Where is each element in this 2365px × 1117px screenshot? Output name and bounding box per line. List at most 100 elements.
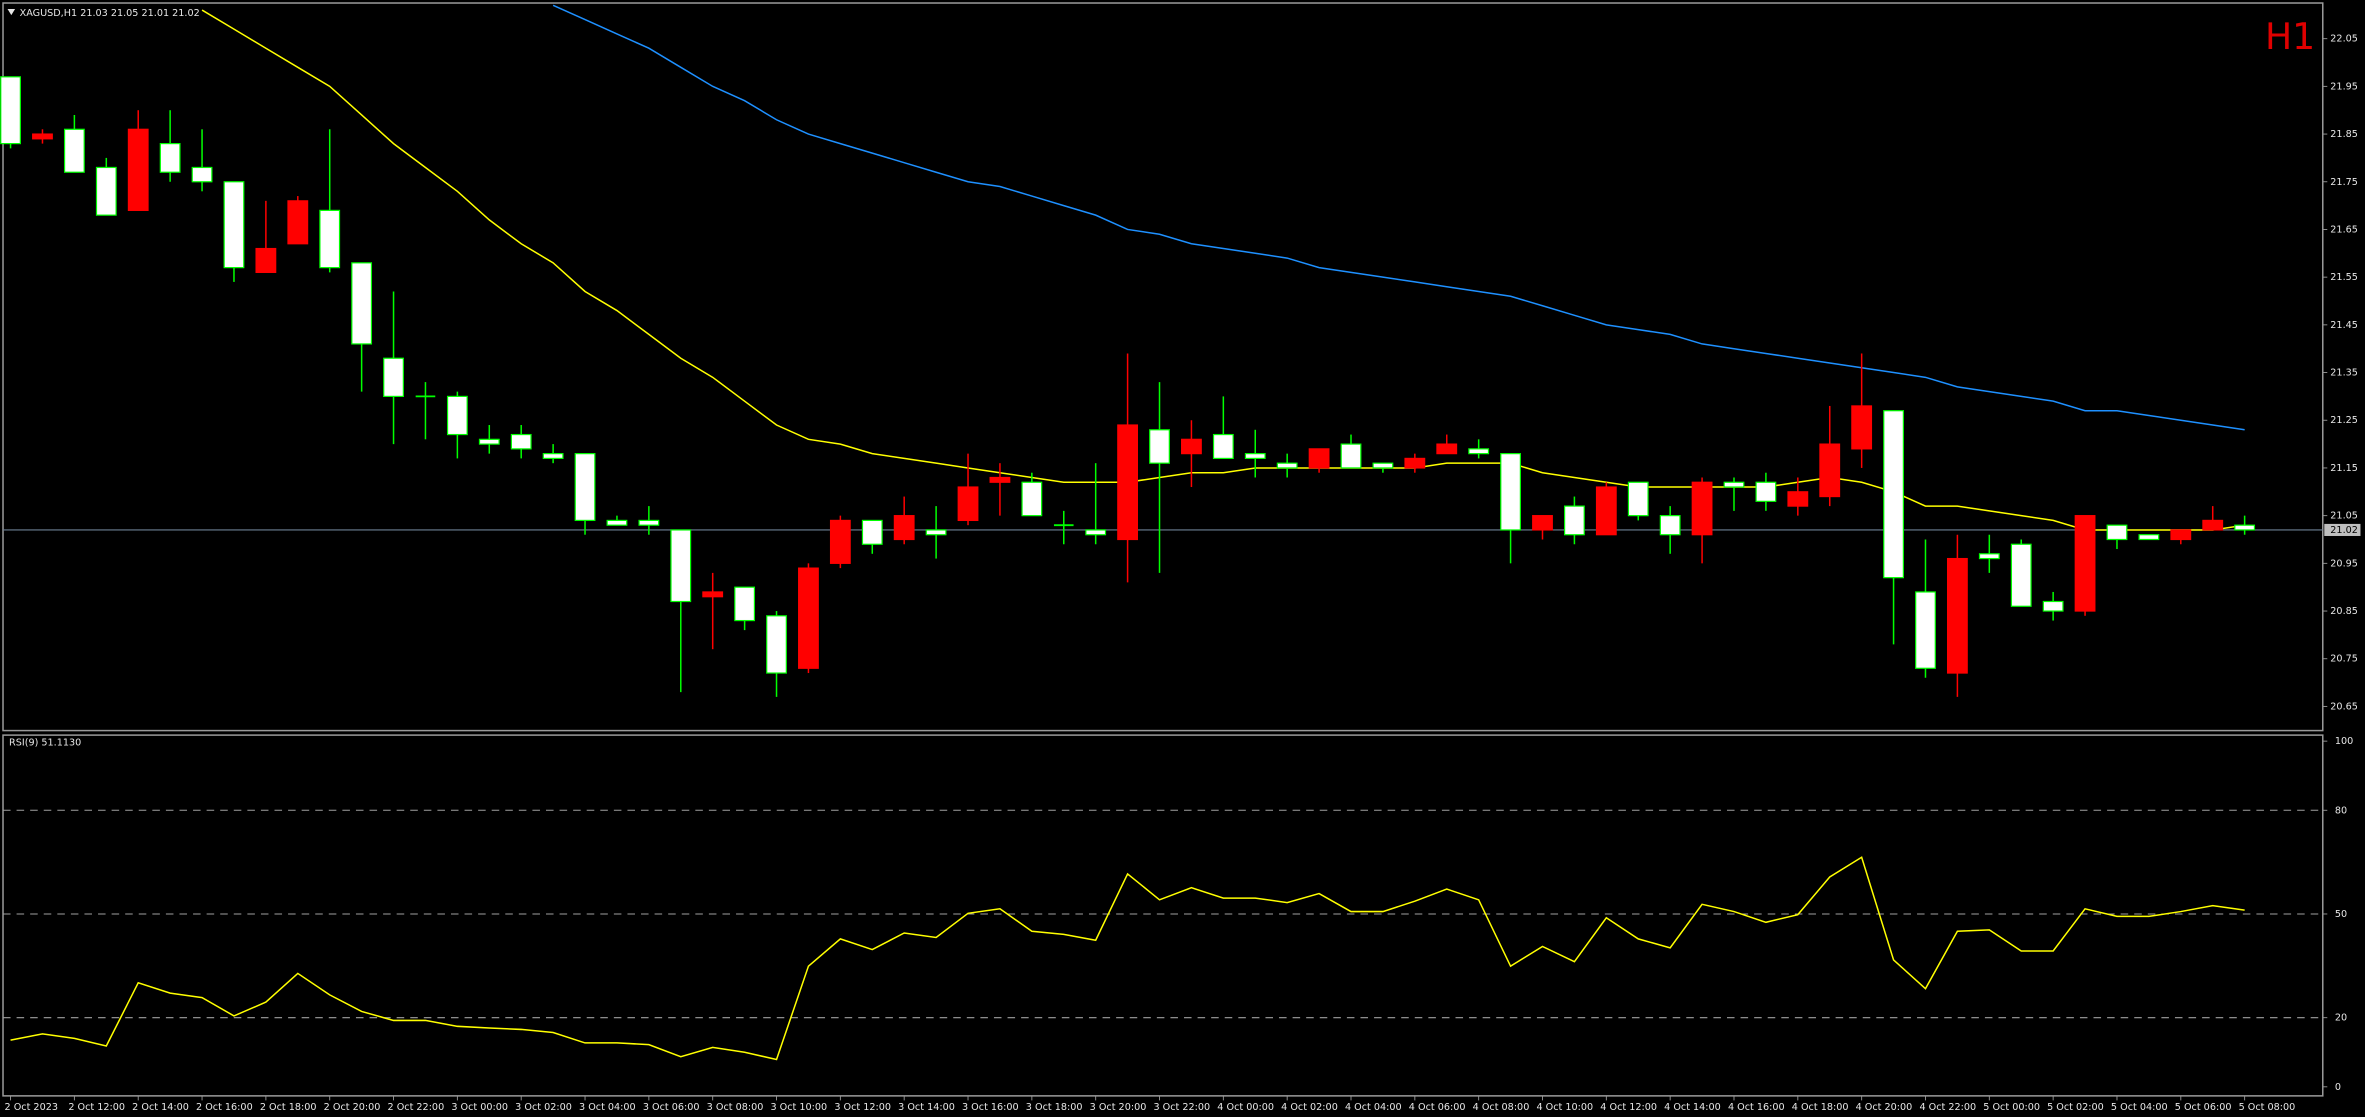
x-tick-label: 2 Oct 18:00 [260,1102,317,1113]
rsi-title: RSI(9) 51.1130 [9,738,81,749]
candle-body [702,591,724,598]
x-tick-label: 4 Oct 08:00 [1473,1102,1530,1113]
x-tick-label: 3 Oct 16:00 [962,1102,1019,1113]
candle-body [1627,481,1649,517]
x-tick-label: 3 Oct 06:00 [643,1102,700,1113]
candle-body [1340,443,1362,469]
x-tick-label: 2 Oct 16:00 [196,1102,253,1113]
x-tick-label: 5 Oct 06:00 [2175,1102,2232,1113]
candle-body [1244,453,1266,460]
y-tick-label: 21.85 [2330,129,2358,140]
candle-body [606,519,628,526]
chart-title: XAGUSD,H1 21.03 21.05 21.01 21.02 [20,8,200,19]
candle-body [1308,448,1330,469]
x-tick-label: 4 Oct 18:00 [1792,1102,1849,1113]
x-tick-label: 4 Oct 20:00 [1856,1102,1913,1113]
candle-body [0,76,21,145]
candle-body [989,476,1011,483]
x-tick-label: 5 Oct 04:00 [2111,1102,2168,1113]
x-tick-label: 4 Oct 06:00 [1409,1102,1466,1113]
candle-body [287,200,309,245]
y-tick-label: 20.95 [2330,558,2358,569]
candle-body [893,515,915,541]
candle-body [1212,433,1234,460]
candle-body [1372,462,1394,469]
candle-body [1021,481,1043,517]
candle-body [925,529,947,536]
candle-body [798,567,819,669]
candle-body [1468,448,1490,455]
candle-body [1500,453,1521,531]
x-tick-label: 4 Oct 16:00 [1728,1102,1785,1113]
candle-body [1978,553,2000,560]
y-tick-label: 20.65 [2330,701,2358,712]
x-tick-label: 5 Oct 02:00 [2047,1102,2104,1113]
candle-body [2010,543,2032,607]
x-tick-label: 4 Oct 04:00 [1345,1102,1402,1113]
candle-body [1595,486,1617,536]
candle-body [1659,515,1681,536]
rsi-pane-frame [2,734,2324,1097]
candle-body [1787,491,1809,507]
candle-body [191,166,213,183]
candle-body [32,133,53,140]
timeframe-label: H1 [2265,15,2315,58]
candle-body [1085,529,1107,536]
candle-body [2170,529,2192,541]
candle-body [1723,481,1745,488]
y-tick-label: 21.65 [2330,224,2358,235]
candle-body [574,453,596,522]
x-tick-label: 2 Oct 22:00 [388,1102,445,1113]
candle-body [1946,557,1968,674]
x-tick-label: 4 Oct 12:00 [1600,1102,1657,1113]
rsi-line [10,856,2245,1061]
y-tick-label: 20.85 [2330,606,2358,617]
candle-body [1915,591,1936,669]
y-tick-label: 100 [2335,736,2353,747]
main-pane-frame [2,2,2324,732]
last-price-box [2324,523,2361,536]
candle-body [734,586,756,622]
x-tick-label: 3 Oct 14:00 [898,1102,955,1113]
candle-body [1404,457,1426,469]
y-tick-label: 20 [2335,1013,2347,1024]
x-tick-label: 3 Oct 02:00 [515,1102,572,1113]
x-tick-label: 2 Oct 20:00 [324,1102,381,1113]
x-tick-label: 3 Oct 08:00 [707,1102,764,1113]
menu-triangle [7,9,16,16]
moving-average-line [201,9,2245,531]
candle-body [670,529,692,603]
y-tick-label: 21.35 [2330,368,2358,379]
candle-body [383,357,404,398]
x-tick-label: 3 Oct 00:00 [451,1102,508,1113]
x-tick-label: 3 Oct 22:00 [1153,1102,1210,1113]
y-tick-label: 21.15 [2330,463,2358,474]
x-tick-label: 4 Oct 02:00 [1281,1102,1338,1113]
candle-body [957,486,979,522]
candle-body [766,615,787,674]
y-tick-label: 22.05 [2330,34,2358,45]
candle-body [223,181,245,269]
candle-body [2106,524,2128,541]
y-tick-label: 0 [2335,1082,2341,1093]
candle-body [1755,481,1777,502]
y-tick-label: 21.45 [2330,320,2358,331]
candle-body [2042,600,2064,612]
candle-body [1181,438,1202,455]
x-tick-label: 3 Oct 10:00 [770,1102,827,1113]
candle-body [2074,515,2096,612]
moving-average-line [552,4,2245,431]
x-tick-label: 4 Oct 10:00 [1536,1102,1593,1113]
y-tick-label: 21.55 [2330,272,2358,283]
candle-body [1564,505,1585,536]
x-tick-label: 3 Oct 18:00 [1026,1102,1083,1113]
candle-body [446,395,468,436]
y-tick-label: 80 [2335,805,2347,816]
candle-body [829,519,851,564]
candle-body [2202,519,2224,531]
candle-body [542,453,564,460]
x-tick-label: 4 Oct 14:00 [1664,1102,1721,1113]
